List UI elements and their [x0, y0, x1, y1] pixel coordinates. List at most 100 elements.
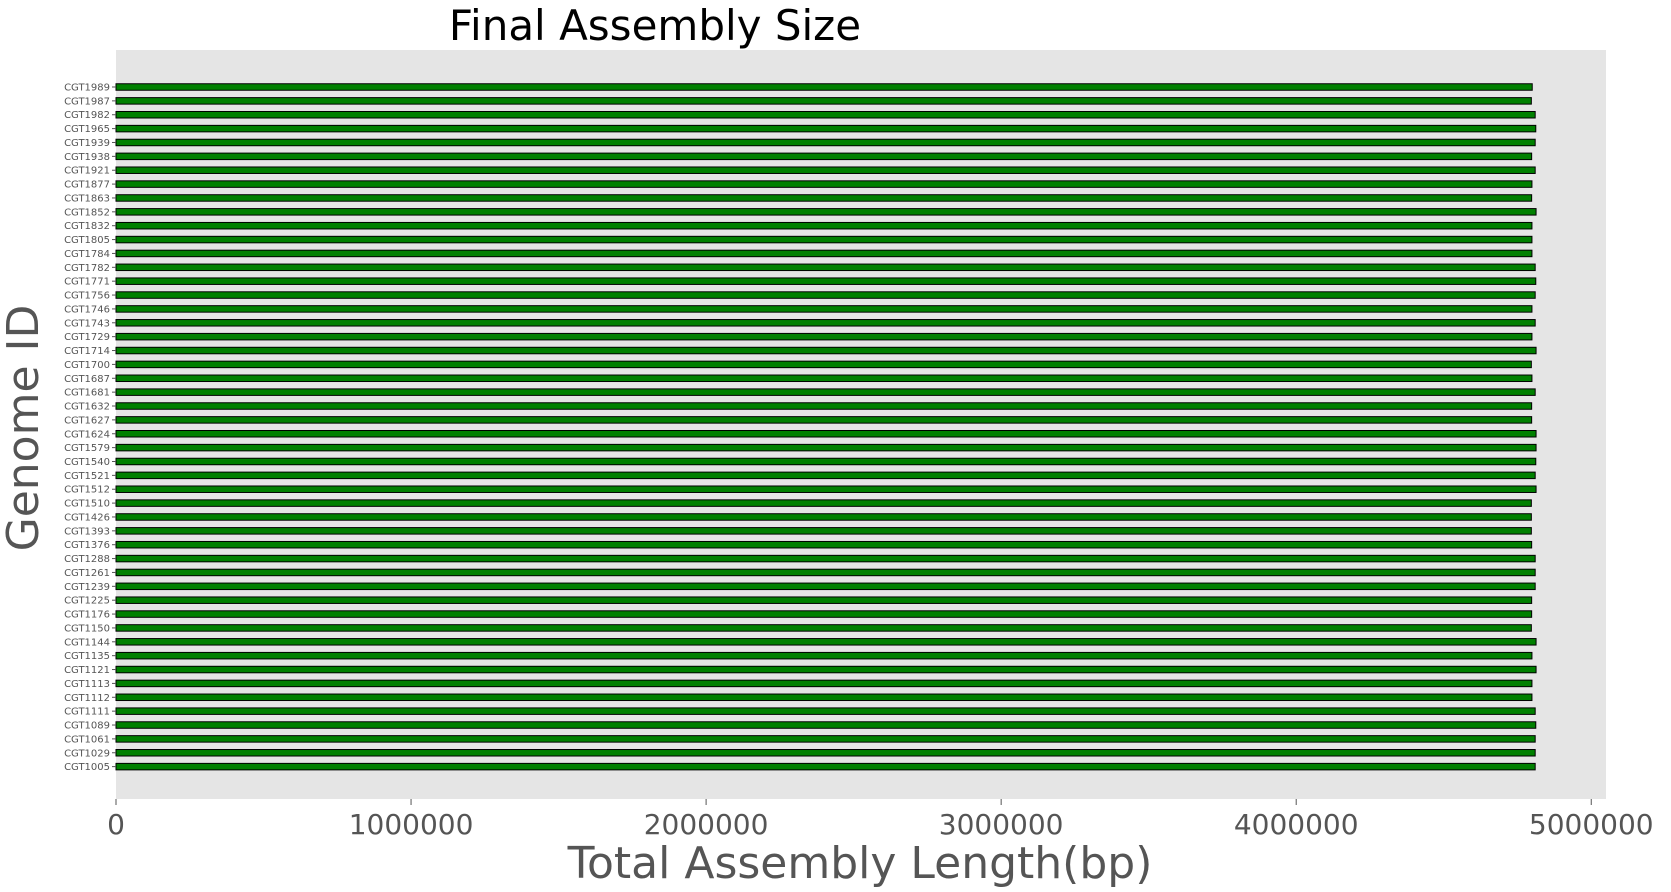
y-tick-label: CGT1982 — [64, 110, 110, 121]
y-tick-label: CGT1111 — [64, 707, 110, 718]
y-tick-label: CGT1627 — [64, 415, 110, 426]
x-tick-label: 1000000 — [349, 808, 474, 841]
bar-cgt1939 — [115, 138, 1536, 147]
bar-cgt1687 — [115, 374, 1533, 383]
bar-cgt1521 — [115, 471, 1536, 480]
bar-cgt1029 — [115, 749, 1536, 757]
y-tick-label: CGT1393 — [64, 526, 110, 537]
y-tick-label: CGT1782 — [64, 263, 110, 274]
bar-cgt1863 — [115, 194, 1533, 202]
bar-cgt1965 — [115, 124, 1537, 133]
x-tick-label: 2000000 — [644, 808, 769, 841]
y-tick-label: CGT1987 — [64, 96, 110, 107]
y-tick-label: CGT1029 — [64, 748, 110, 759]
y-tick-label: CGT1150 — [64, 623, 110, 634]
y-tick-label: CGT1144 — [64, 637, 110, 648]
bar-cgt1989 — [115, 83, 1533, 91]
bar-cgt1426 — [115, 513, 1532, 521]
y-tick-label: CGT1784 — [64, 249, 110, 260]
y-tick-label: CGT1877 — [64, 180, 110, 191]
y-tick-label: CGT1512 — [64, 485, 110, 496]
y-tick-label: CGT1121 — [64, 665, 110, 676]
y-tick-label: CGT1521 — [64, 471, 110, 482]
y-tick-label: CGT1176 — [64, 610, 110, 621]
bar-cgt1144 — [115, 638, 1537, 646]
y-tick-label: CGT1771 — [64, 277, 110, 288]
bar-cgt1852 — [115, 208, 1537, 216]
bar-cgt1987 — [115, 97, 1532, 105]
y-tick-label: CGT1624 — [64, 429, 110, 440]
y-tick-label: CGT1687 — [64, 374, 110, 385]
y-tick-label: CGT1135 — [64, 651, 110, 662]
y-tick-label: CGT1832 — [64, 221, 110, 232]
y-tick-label: CGT1681 — [64, 388, 110, 399]
y-tick-label: CGT1288 — [64, 554, 110, 565]
x-tick-label: 0 — [107, 808, 125, 841]
bar-cgt1579 — [115, 443, 1537, 452]
bar-cgt1135 — [115, 651, 1533, 660]
y-tick-label: CGT1714 — [64, 346, 110, 357]
bar-cgt1150 — [115, 624, 1532, 632]
y-tick-label: CGT1989 — [64, 83, 110, 94]
y-tick-label: CGT1939 — [64, 138, 110, 149]
bar-cgt1627 — [115, 416, 1533, 424]
bar-cgt1746 — [115, 305, 1533, 313]
y-tick-label: CGT1965 — [64, 124, 110, 135]
bar-cgt1176 — [115, 610, 1533, 618]
x-tick-label: 4000000 — [1234, 808, 1359, 841]
bar-cgt1261 — [115, 568, 1536, 577]
y-tick-label: CGT1089 — [64, 721, 110, 732]
y-tick-label: CGT1579 — [64, 443, 110, 454]
bar-cgt1729 — [115, 332, 1533, 341]
bar-cgt1225 — [115, 596, 1533, 604]
y-tick-label: CGT1729 — [64, 332, 110, 343]
bar-cgt1061 — [115, 735, 1536, 743]
y-tick-label: CGT1632 — [64, 402, 110, 413]
bar-cgt1877 — [115, 180, 1533, 188]
bar-cgt1540 — [115, 457, 1537, 466]
x-tick-label: 3000000 — [939, 808, 1064, 841]
bar-cgt1982 — [115, 110, 1536, 119]
y-tick-label: CGT1756 — [64, 291, 110, 302]
y-tick-label: CGT1261 — [64, 568, 110, 579]
y-tick-label: CGT1061 — [64, 734, 110, 745]
bar-cgt1288 — [115, 554, 1536, 563]
y-tick-label: CGT1852 — [64, 207, 110, 218]
bar-cgt1832 — [115, 221, 1533, 230]
bars-group — [115, 83, 1537, 771]
y-tick-label: CGT1005 — [64, 762, 110, 773]
y-tick-label: CGT1700 — [64, 360, 110, 371]
bar-cgt1112 — [115, 693, 1533, 702]
bar-cgt1005 — [115, 762, 1536, 771]
bar-cgt1681 — [115, 388, 1536, 396]
y-tick-label: CGT1112 — [64, 693, 110, 704]
y-tick-label: CGT1743 — [64, 318, 110, 329]
bar-cgt1743 — [115, 319, 1536, 327]
bar-cgt1239 — [115, 582, 1536, 591]
bar-cgt1700 — [115, 360, 1532, 369]
y-tick-label: CGT1805 — [64, 235, 110, 246]
y-tick-label: CGT1938 — [64, 152, 110, 163]
bar-cgt1782 — [115, 263, 1536, 272]
y-tick-label: CGT1540 — [64, 457, 110, 468]
y-tick-label: CGT1921 — [64, 166, 110, 177]
bar-cgt1113 — [115, 679, 1533, 688]
bar-cgt1510 — [115, 499, 1532, 507]
y-tick-label: CGT1113 — [64, 679, 110, 690]
plot-area — [116, 50, 1606, 799]
x-ticks: 0 1000000 2000000 3000000 4000000 5000000 — [107, 799, 1654, 841]
x-tick-label: 5000000 — [1529, 808, 1654, 841]
bar-cgt1624 — [115, 430, 1537, 438]
bar-cgt1805 — [115, 235, 1533, 244]
y-tick-label: CGT1863 — [64, 193, 110, 204]
bar-cgt1393 — [115, 527, 1532, 535]
bar-cgt1111 — [115, 707, 1536, 715]
bar-cgt1714 — [115, 346, 1537, 355]
y-tick-label: CGT1225 — [64, 596, 110, 607]
bar-cgt1632 — [115, 402, 1533, 410]
bar-cgt1512 — [115, 485, 1537, 493]
bar-cgt1376 — [115, 540, 1533, 549]
bar-cgt1784 — [115, 249, 1533, 258]
y-tick-label: CGT1376 — [64, 540, 110, 551]
